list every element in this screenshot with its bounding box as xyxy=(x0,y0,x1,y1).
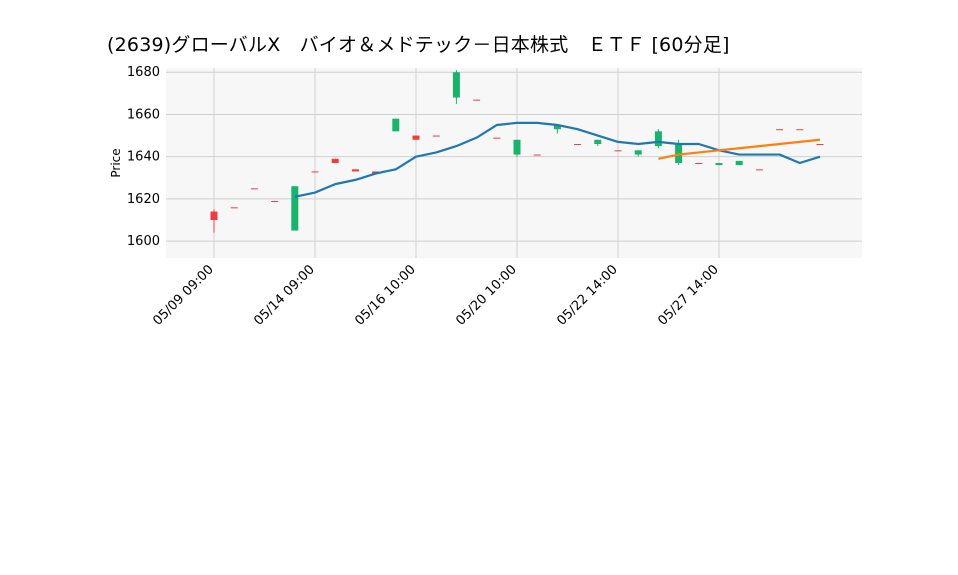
candle-body xyxy=(230,207,238,209)
x-tick-label: 05/14 09:00 xyxy=(251,262,318,329)
candle-body xyxy=(513,139,521,155)
x-tick-label: 05/20 10:00 xyxy=(453,262,520,329)
price-tick-label: 1620 xyxy=(127,192,160,207)
candle-body xyxy=(473,99,481,101)
ma-short-line xyxy=(294,121,821,198)
candle-body xyxy=(614,150,622,152)
price-panel-bg xyxy=(166,68,862,258)
candle-body xyxy=(351,169,359,172)
candle-body xyxy=(452,72,460,98)
x-tick-label: 05/16 10:00 xyxy=(352,262,419,329)
x-tick-label: 05/27 14:00 xyxy=(655,262,722,329)
candle-body xyxy=(533,154,541,156)
candle-body xyxy=(735,160,743,166)
ma-long-line xyxy=(658,138,821,160)
price-tick-label: 1680 xyxy=(127,65,160,80)
candle-body xyxy=(654,131,662,147)
candle-body xyxy=(311,171,319,173)
candle-body xyxy=(715,163,723,166)
x-tick-label: 05/22 14:00 xyxy=(554,262,621,329)
candle-body xyxy=(695,163,703,164)
candle-body xyxy=(392,118,400,132)
candle-body xyxy=(432,135,440,137)
price-tick-label: 1640 xyxy=(127,150,160,165)
candle-body xyxy=(755,169,763,171)
candle-body xyxy=(493,137,501,139)
x-tick-label: 05/09 09:00 xyxy=(150,262,217,329)
candle-body xyxy=(594,139,602,144)
chart-title: (2639)グローバルX バイオ＆メドテック－日本株式 ＥＴＦ [60分足] xyxy=(107,34,730,56)
candle-body xyxy=(210,211,218,220)
price-tick-label: 1600 xyxy=(127,234,160,249)
candle-body xyxy=(553,125,561,130)
price-axis-label: Price xyxy=(109,148,123,177)
candle-body xyxy=(412,135,420,140)
price-tick-label: 1660 xyxy=(127,107,160,122)
candle-body xyxy=(331,158,339,163)
candle-body xyxy=(250,188,258,190)
candle-body xyxy=(271,201,279,202)
candle-body xyxy=(816,144,824,145)
candle-body xyxy=(796,129,804,131)
candle-body xyxy=(291,186,299,231)
candle-body xyxy=(574,144,582,145)
candle-body xyxy=(634,150,642,155)
candle-body xyxy=(776,129,784,131)
